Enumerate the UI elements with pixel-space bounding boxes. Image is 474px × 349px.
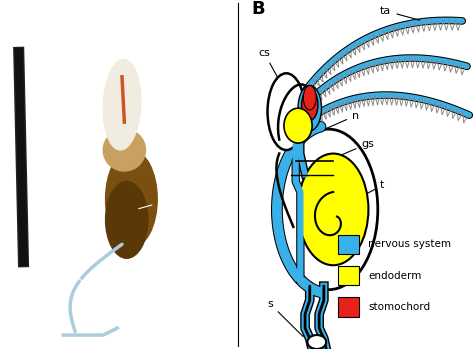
Ellipse shape xyxy=(279,129,378,290)
Text: n: n xyxy=(60,132,100,149)
Ellipse shape xyxy=(301,89,318,120)
Ellipse shape xyxy=(298,154,368,265)
Text: cs: cs xyxy=(60,69,101,96)
Ellipse shape xyxy=(106,150,157,248)
Text: A: A xyxy=(14,3,28,21)
Bar xyxy=(338,297,359,317)
Text: ta: ta xyxy=(380,6,419,20)
Bar xyxy=(338,235,359,254)
Text: B: B xyxy=(251,0,264,18)
Text: s: s xyxy=(39,247,87,284)
Text: gs: gs xyxy=(331,139,374,159)
Ellipse shape xyxy=(303,86,316,110)
Text: t: t xyxy=(139,198,162,209)
Text: stomochord: stomochord xyxy=(368,302,430,312)
Ellipse shape xyxy=(106,181,148,258)
Ellipse shape xyxy=(308,335,326,349)
Text: nervous system: nervous system xyxy=(368,239,451,249)
Text: t: t xyxy=(359,180,384,198)
Ellipse shape xyxy=(103,129,146,171)
Text: ta: ta xyxy=(83,20,127,51)
Text: cs: cs xyxy=(258,48,278,78)
Ellipse shape xyxy=(103,59,141,150)
Ellipse shape xyxy=(284,108,312,143)
Bar xyxy=(338,266,359,285)
Text: n: n xyxy=(319,111,359,132)
Ellipse shape xyxy=(267,73,305,150)
Text: s: s xyxy=(267,299,303,336)
Ellipse shape xyxy=(298,86,321,131)
Text: endoderm: endoderm xyxy=(368,271,422,281)
